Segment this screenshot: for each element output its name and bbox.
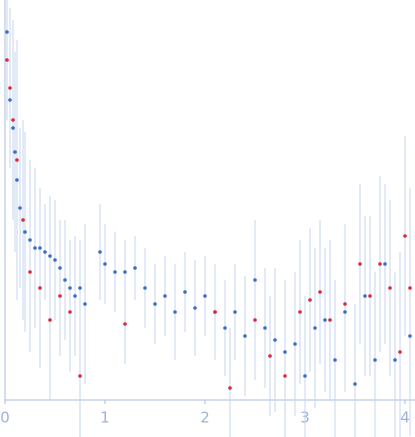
point	[368, 294, 372, 298]
point	[388, 286, 392, 290]
point	[48, 318, 52, 322]
point	[358, 262, 362, 266]
point	[293, 342, 297, 346]
point	[343, 302, 347, 306]
point	[308, 298, 312, 302]
point	[403, 234, 407, 238]
x-tick-label: 2	[200, 409, 210, 427]
point	[58, 266, 62, 270]
point	[78, 374, 82, 378]
point	[268, 354, 272, 358]
point	[363, 294, 367, 298]
point	[393, 358, 397, 362]
point	[373, 358, 377, 362]
point	[38, 246, 42, 250]
point	[298, 310, 302, 314]
point	[43, 250, 47, 254]
point	[183, 290, 187, 294]
point	[78, 286, 82, 290]
point	[313, 326, 317, 330]
point	[18, 206, 22, 210]
point	[263, 326, 267, 330]
point	[353, 382, 357, 386]
point	[83, 302, 87, 306]
point	[253, 318, 257, 322]
point	[243, 334, 247, 338]
point	[223, 326, 227, 330]
point	[323, 318, 327, 322]
point	[153, 302, 157, 306]
point	[398, 350, 402, 354]
point	[68, 310, 72, 314]
point	[113, 270, 117, 274]
point	[11, 118, 15, 122]
x-tick-label: 0	[0, 409, 10, 427]
point	[53, 258, 57, 262]
point	[123, 270, 127, 274]
point	[343, 310, 347, 314]
point	[253, 278, 257, 282]
point	[143, 286, 147, 290]
point	[28, 270, 32, 274]
point	[283, 350, 287, 354]
point	[328, 318, 332, 322]
point	[98, 250, 102, 254]
point	[213, 310, 217, 314]
point	[13, 150, 17, 154]
point	[203, 294, 207, 298]
point	[73, 294, 77, 298]
point	[48, 254, 52, 258]
point	[68, 286, 72, 290]
point	[408, 334, 412, 338]
point	[8, 86, 12, 90]
point	[38, 286, 42, 290]
point	[333, 358, 337, 362]
point	[133, 266, 137, 270]
point	[228, 386, 232, 390]
point	[173, 310, 177, 314]
point	[103, 262, 107, 266]
point	[33, 246, 37, 250]
point	[5, 58, 9, 62]
point	[58, 294, 62, 298]
point	[15, 158, 19, 162]
point	[21, 218, 25, 222]
point	[233, 310, 237, 314]
x-tick-label: 1	[100, 409, 110, 427]
point	[8, 98, 12, 102]
point	[28, 238, 32, 242]
point	[193, 306, 197, 310]
point	[318, 290, 322, 294]
point	[378, 262, 382, 266]
point	[283, 374, 287, 378]
point	[383, 262, 387, 266]
point	[23, 230, 27, 234]
point	[5, 30, 9, 34]
point	[303, 374, 307, 378]
point	[408, 286, 412, 290]
x-tick-label: 4	[400, 409, 410, 427]
point	[273, 338, 277, 342]
point	[63, 278, 67, 282]
point	[123, 322, 127, 326]
point	[11, 126, 15, 130]
point	[15, 178, 19, 182]
point	[163, 294, 167, 298]
